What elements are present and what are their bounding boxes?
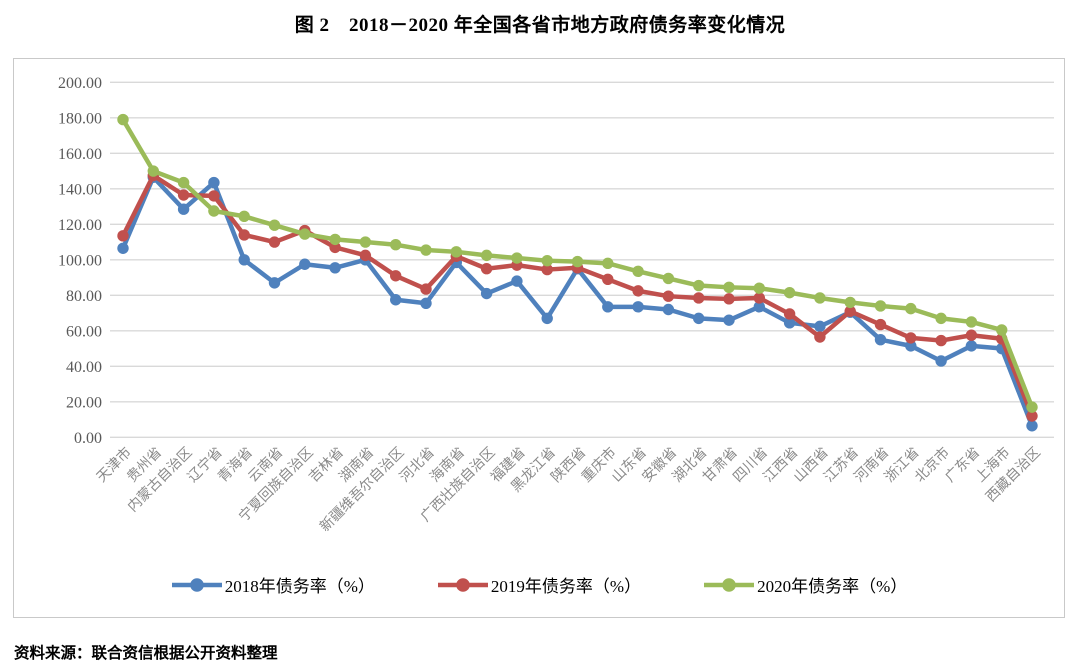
svg-text:140.00: 140.00 xyxy=(58,181,102,198)
chart-legend: 2018年债务率（%） 2019年债务率（%） 2020年债务率（%） xyxy=(14,572,1064,597)
legend-label-2020: 2020年债务率（%） xyxy=(757,577,908,596)
debt-ratio-line-chart: 0.00 20.00 40.00 60.00 80.00 100.00 120.00 140.… xyxy=(58,75,1054,535)
svg-text:20.00: 20.00 xyxy=(66,394,102,411)
legend-marker-2020-icon xyxy=(704,577,755,592)
legend-item-2018: 2018年债务率（%） xyxy=(171,572,375,597)
legend-marker-2019-icon xyxy=(437,577,488,592)
svg-text:80.00: 80.00 xyxy=(66,288,102,305)
legend-item-2019: 2019年债务率（%） xyxy=(437,572,641,597)
svg-text:160.00: 160.00 xyxy=(58,146,102,163)
svg-text:100.00: 100.00 xyxy=(58,252,102,269)
svg-text:120.00: 120.00 xyxy=(58,217,102,234)
svg-text:40.00: 40.00 xyxy=(66,359,102,376)
svg-text:200.00: 200.00 xyxy=(58,75,102,92)
chart-title: 图 2 2018－2020 年全国各省市地方政府债务率变化情况 xyxy=(294,15,786,36)
legend-label-2018: 2018年债务率（%） xyxy=(224,577,375,596)
svg-text:0.00: 0.00 xyxy=(74,430,102,447)
svg-text:60.00: 60.00 xyxy=(66,323,102,340)
legend-marker-2018-icon xyxy=(171,577,222,592)
source-note: 资料来源：联合资信根据公开资料整理 xyxy=(14,645,278,662)
legend-item-2020: 2020年债务率（%） xyxy=(703,572,907,597)
chart-area: 0.00 20.00 40.00 60.00 80.00 100.00 120.00 140.… xyxy=(13,58,1065,618)
svg-text:180.00: 180.00 xyxy=(58,110,102,127)
legend-label-2019: 2019年债务率（%） xyxy=(490,577,642,596)
